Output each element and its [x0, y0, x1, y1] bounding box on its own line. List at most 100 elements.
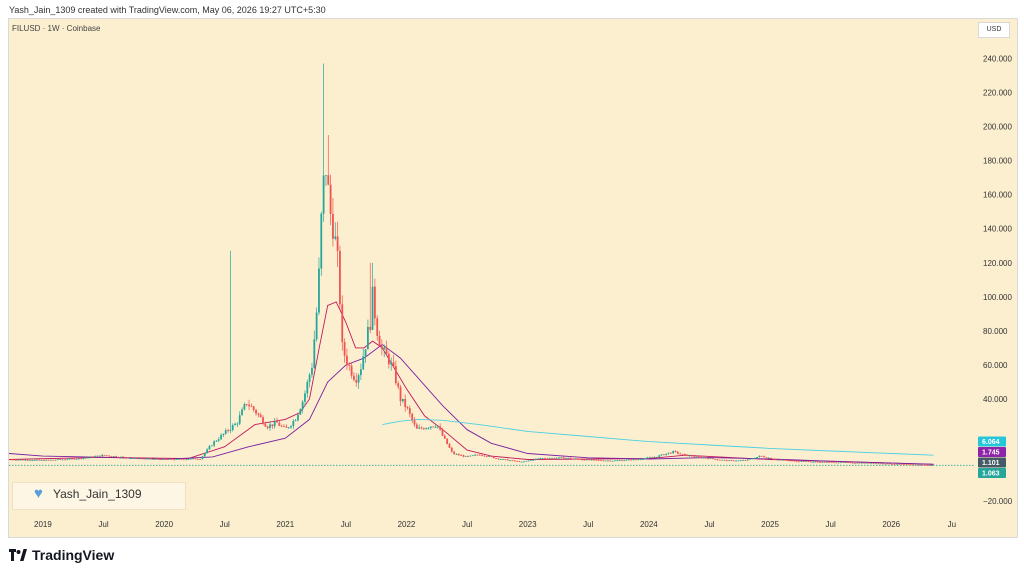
- candle-body: [19, 459, 22, 461]
- candle-body: [767, 457, 770, 459]
- candle-body: [320, 213, 323, 269]
- currency-selector[interactable]: USD: [978, 22, 1010, 38]
- candle-body: [112, 456, 115, 457]
- candle-body: [709, 458, 712, 459]
- candle-body: [161, 458, 164, 460]
- candle-body: [665, 453, 668, 456]
- candle-body: [912, 464, 915, 466]
- candle-body: [413, 420, 416, 425]
- candle-body: [362, 356, 365, 370]
- candle-body: [623, 460, 626, 462]
- candle-body: [140, 458, 143, 460]
- candle-body: [380, 346, 383, 349]
- candle-body: [728, 460, 731, 462]
- candle-body: [78, 458, 80, 460]
- candle-body: [143, 458, 146, 460]
- price-tag: [978, 447, 1006, 457]
- x-axis: 2019 Jul 2020 Jul 2021 Jul 2022 Jul 2023 Jul 2024 J…: [34, 520, 956, 529]
- symbol-label[interactable]: FILUSD · 1W · Coinbase: [12, 24, 101, 33]
- candle-body: [716, 459, 719, 461]
- candle-body: [865, 462, 868, 464]
- candle-body: [399, 386, 402, 402]
- candle-body: [628, 459, 630, 461]
- candle-body: [264, 423, 267, 427]
- candle-body: [290, 425, 292, 428]
- candle-body: [255, 409, 257, 414]
- candle-body: [276, 421, 278, 423]
- candle-body: [520, 461, 523, 463]
- candle-body: [870, 463, 873, 465]
- candle-body: [905, 464, 908, 466]
- candle-body: [87, 457, 90, 459]
- candle-body: [490, 456, 493, 457]
- candle-body: [50, 459, 52, 461]
- candle-body: [499, 459, 502, 461]
- candle-body: [707, 458, 710, 460]
- candle-body: [816, 461, 819, 463]
- tradingview-logo[interactable]: TradingView: [9, 546, 114, 564]
- candle-body: [581, 459, 584, 461]
- candle-body: [786, 460, 789, 461]
- candle-body: [711, 458, 714, 459]
- candle-body: [739, 460, 742, 462]
- candle-body: [798, 461, 800, 463]
- candle-body: [641, 459, 644, 460]
- candle-body: [126, 457, 129, 459]
- candle-body: [457, 454, 460, 456]
- candle-body: [266, 426, 269, 429]
- candle-body: [404, 398, 407, 408]
- candle-body: [611, 460, 614, 462]
- candle-body: [669, 452, 672, 454]
- candle-body: [548, 458, 551, 459]
- candle-body: [208, 446, 211, 450]
- candle-body: [735, 460, 738, 462]
- price-tag-label: 1.101: [982, 460, 1000, 467]
- candle-body: [210, 445, 213, 447]
- candle-body: [497, 458, 500, 460]
- candle-body: [746, 459, 749, 461]
- candle-body: [350, 365, 353, 376]
- candle-body: [57, 459, 59, 461]
- candle-body: [94, 456, 97, 458]
- candle-body: [241, 409, 243, 416]
- candle-body: [273, 421, 276, 427]
- candle-body: [847, 462, 849, 464]
- candle-body: [315, 312, 318, 340]
- candle-body: [732, 460, 735, 462]
- candle-body: [145, 458, 148, 460]
- candle-body: [383, 347, 386, 349]
- y-tick-label: 60.000: [983, 361, 1008, 370]
- candle-body: [877, 463, 880, 465]
- candle-body: [129, 458, 132, 459]
- candle-body: [532, 459, 535, 461]
- candle-body: [749, 458, 751, 460]
- candle-body: [448, 444, 451, 448]
- candle-body: [64, 459, 66, 461]
- candle-body: [509, 460, 511, 462]
- x-tick-label: Jul: [220, 520, 230, 529]
- candle-body: [718, 459, 721, 461]
- candle-body: [814, 461, 817, 463]
- x-tick-label: 2021: [276, 520, 294, 529]
- candle-body: [539, 458, 542, 460]
- candle-body: [397, 383, 400, 387]
- x-tick-label: Jul: [98, 520, 108, 529]
- candle-body: [217, 439, 220, 441]
- candle-body: [346, 355, 348, 366]
- candle-body: [632, 459, 635, 461]
- candle-body: [24, 459, 27, 461]
- candle-body: [646, 457, 649, 459]
- candle-body: [460, 455, 463, 456]
- candle-body: [921, 464, 924, 466]
- x-tick-label: 2024: [640, 520, 658, 529]
- candle-body: [68, 458, 71, 460]
- candle-body: [653, 457, 656, 458]
- candle-body: [250, 406, 253, 407]
- candle-body: [861, 462, 863, 464]
- candle-body: [555, 457, 558, 459]
- candle-body: [236, 423, 239, 425]
- candle-body: [833, 462, 835, 463]
- candle-body: [534, 458, 537, 460]
- candle-body: [926, 465, 929, 466]
